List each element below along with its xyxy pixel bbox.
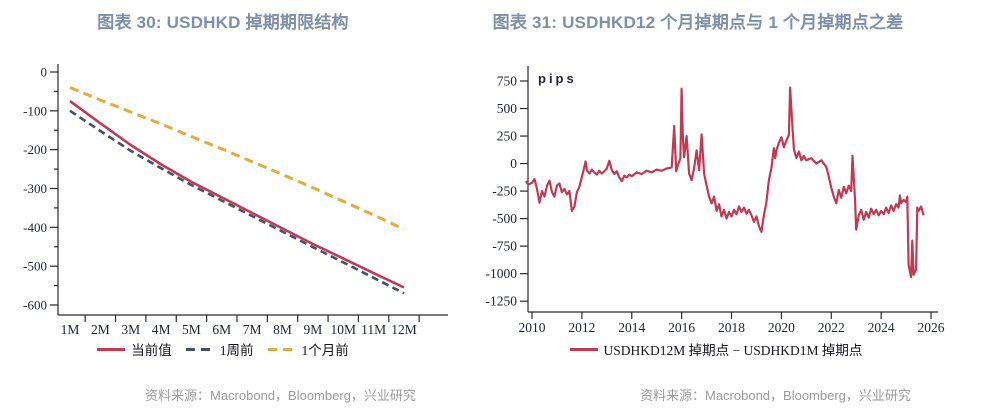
svg-text:2020: 2020 <box>768 320 795 335</box>
legend-item-spread: USDHKD12M 掉期点 − USDHKD1M 掉期点 <box>569 339 863 359</box>
figure-30-legend: 当前值 1周前 1个月前 <box>0 339 446 359</box>
legend-label: 1周前 <box>219 343 254 358</box>
svg-text:-500: -500 <box>492 211 517 226</box>
svg-text:11M: 11M <box>361 322 386 337</box>
svg-text:-750: -750 <box>492 239 517 254</box>
svg-text:250: 250 <box>497 129 518 144</box>
legend-label: 当前值 <box>131 343 172 358</box>
legend-item-week-ago: 1周前 <box>185 339 254 359</box>
svg-text:1M: 1M <box>61 322 80 337</box>
svg-text:0: 0 <box>41 65 48 80</box>
week-ago-line-swatch <box>185 347 214 351</box>
svg-text:3M: 3M <box>121 322 140 337</box>
svg-text:-1250: -1250 <box>486 294 518 309</box>
svg-text:2012: 2012 <box>568 320 595 335</box>
legend-label: USDHKD12M 掉期点 − USDHKD1M 掉期点 <box>603 343 863 358</box>
svg-text:2010: 2010 <box>519 320 546 335</box>
current-line-swatch <box>97 347 126 351</box>
svg-text:2026: 2026 <box>918 320 945 335</box>
figure-30-line-chart: 0 -100 -200 -300 -400 -500 -600 1M 2M 3M 4M 5M 6M 7M 8… <box>23 64 448 337</box>
svg-text:8M: 8M <box>273 322 292 337</box>
svg-text:-200: -200 <box>23 142 47 157</box>
svg-text:2018: 2018 <box>718 320 745 335</box>
svg-text:-250: -250 <box>492 184 517 199</box>
figure-31-title: 图表 31: USDHKD12 个月掉期点与 1 个月掉期点之差 <box>492 13 904 32</box>
svg-text:-300: -300 <box>23 181 47 196</box>
svg-text:-1000: -1000 <box>486 266 518 281</box>
figure-30-source: 资料来源：Macrobond，Bloomberg，兴业研究 <box>145 388 416 403</box>
legend-label: 1个月前 <box>301 343 349 358</box>
svg-text:500: 500 <box>497 101 518 116</box>
svg-text:0: 0 <box>510 156 517 171</box>
svg-text:10M: 10M <box>330 322 356 337</box>
svg-text:2014: 2014 <box>618 320 645 335</box>
svg-text:5M: 5M <box>182 322 201 337</box>
month-ago-line-swatch <box>267 347 296 351</box>
svg-text:2016: 2016 <box>668 320 695 335</box>
svg-text:2M: 2M <box>91 322 110 337</box>
svg-text:4M: 4M <box>152 322 171 337</box>
spread-line-swatch <box>569 347 598 351</box>
svg-text:750: 750 <box>497 74 518 89</box>
svg-text:7M: 7M <box>243 322 262 337</box>
svg-text:-600: -600 <box>23 297 47 312</box>
svg-text:9M: 9M <box>303 322 322 337</box>
figure-31-legend: USDHKD12M 掉期点 − USDHKD1M 掉期点 <box>466 339 966 359</box>
y-axis-unit-label: pips <box>538 71 577 86</box>
svg-text:2022: 2022 <box>818 320 845 335</box>
svg-text:-500: -500 <box>23 259 47 274</box>
figure-30-title: 图表 30: USDHKD 掉期期限结构 <box>97 13 349 32</box>
figure-31-source: 资料来源：Macrobond，Bloomberg，兴业研究 <box>640 388 911 403</box>
svg-text:-100: -100 <box>23 103 47 118</box>
svg-text:-400: -400 <box>23 220 47 235</box>
legend-item-current: 当前值 <box>97 339 172 359</box>
svg-text:2024: 2024 <box>868 320 895 335</box>
svg-text:12M: 12M <box>391 322 417 337</box>
svg-text:6M: 6M <box>212 322 231 337</box>
legend-item-month-ago: 1个月前 <box>267 339 349 359</box>
